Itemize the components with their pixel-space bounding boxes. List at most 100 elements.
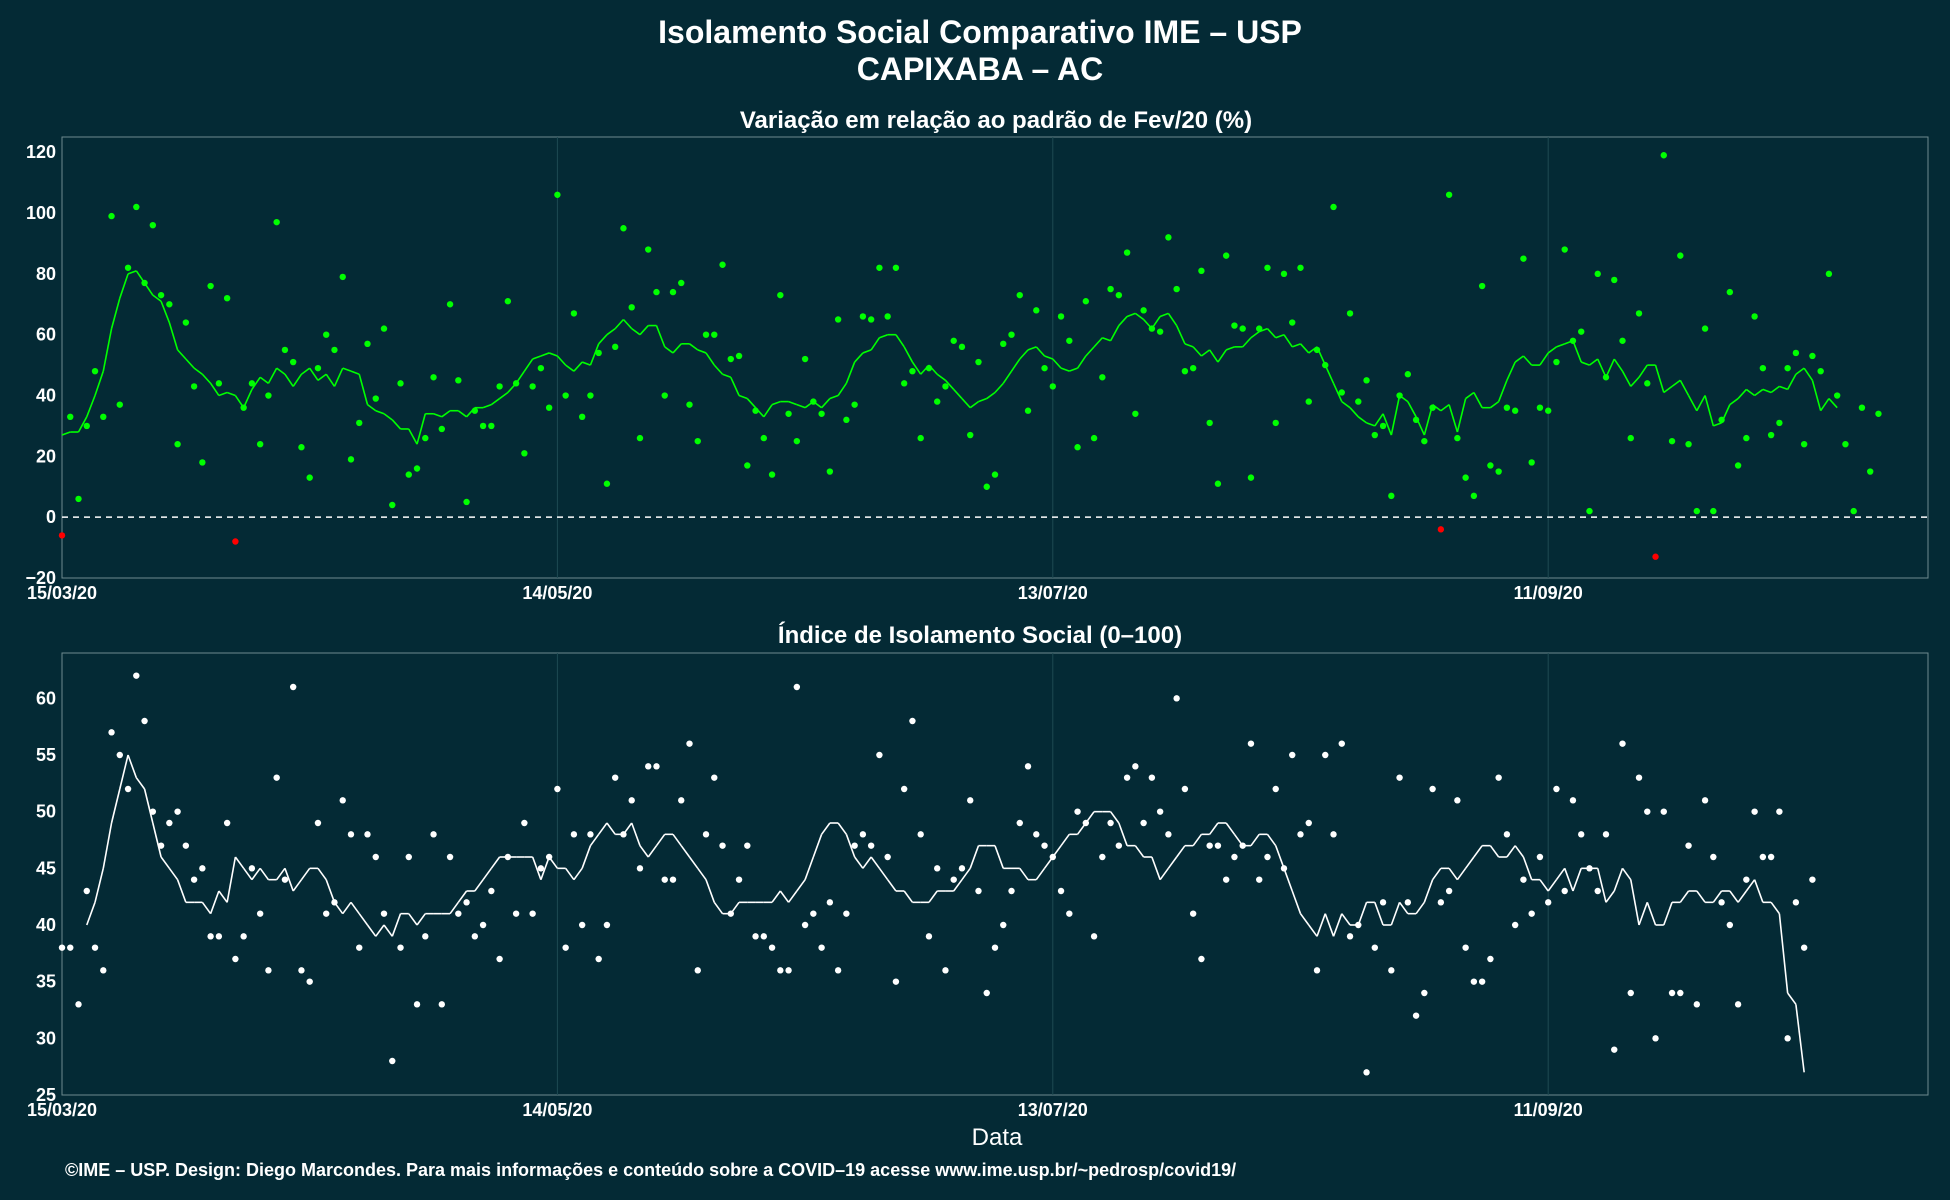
- rolling-mean-segment: [1803, 367, 1814, 381]
- data-point: [1272, 419, 1279, 427]
- data-point: [512, 380, 520, 387]
- rolling-mean-segment: [1109, 811, 1120, 824]
- data-point: [397, 944, 404, 951]
- rolling-mean-segment: [333, 367, 344, 387]
- data-point: [1206, 419, 1213, 427]
- rolling-mean-segment: [160, 856, 170, 869]
- data-point: [91, 367, 99, 375]
- rolling-mean-segment: [441, 410, 451, 418]
- rolling-mean-segment: [276, 867, 286, 881]
- data-point: [1668, 437, 1676, 445]
- rolling-mean-segment: [1002, 370, 1013, 384]
- data-point: [562, 392, 569, 399]
- data-point: [314, 364, 322, 372]
- rolling-mean-segment: [606, 327, 616, 336]
- rolling-mean-segment: [854, 352, 864, 363]
- data-point: [1652, 1035, 1659, 1042]
- rolling-mean-segment: [309, 367, 319, 381]
- data-point: [1412, 416, 1420, 424]
- x-tick-label: 15/03/20: [27, 583, 97, 603]
- main-title-line2: CAPIXABA – AC: [857, 51, 1104, 87]
- data-point: [372, 395, 379, 402]
- data-point: [223, 294, 231, 302]
- rolling-mean-segment: [655, 325, 666, 348]
- rolling-mean-segment: [1209, 822, 1219, 835]
- rolling-mean-segment: [994, 845, 1005, 869]
- rolling-mean-segment: [1324, 913, 1335, 937]
- data-point: [934, 398, 941, 405]
- data-point: [166, 301, 173, 308]
- rolling-mean-segment: [1407, 401, 1417, 418]
- data-point: [281, 346, 289, 354]
- rolling-mean-segment: [1250, 833, 1260, 847]
- rolling-mean-segment: [1324, 364, 1335, 384]
- rolling-mean-segment: [218, 391, 228, 397]
- data-point: [116, 751, 123, 759]
- data-point: [1693, 507, 1701, 515]
- rolling-mean-segment: [499, 391, 509, 400]
- rolling-mean-segment: [284, 373, 294, 387]
- data-point: [876, 751, 883, 759]
- data-point: [793, 683, 801, 691]
- data-point: [100, 967, 107, 974]
- rolling-mean-segment: [1390, 902, 1401, 926]
- data-point: [1734, 462, 1742, 469]
- rolling-mean-segment: [1242, 337, 1252, 348]
- data-point: [1825, 270, 1833, 278]
- rolling-mean-segment: [1671, 379, 1681, 388]
- rolling-mean-segment: [449, 901, 459, 915]
- data-point: [1322, 361, 1329, 369]
- data-point: [917, 831, 924, 838]
- data-point: [1099, 853, 1106, 861]
- data-point: [1214, 480, 1222, 487]
- rolling-mean-segment: [903, 346, 914, 363]
- rolling-mean-segment: [1266, 833, 1277, 847]
- data-point: [636, 434, 644, 442]
- data-point: [1586, 865, 1593, 872]
- rolling-mean-segment: [1555, 867, 1566, 881]
- data-point: [760, 434, 768, 442]
- data-point: [190, 383, 198, 390]
- data-point: [744, 462, 751, 469]
- rolling-mean-segment: [1415, 901, 1425, 915]
- data-point: [1627, 989, 1634, 997]
- data-point: [1842, 440, 1849, 448]
- rolling-mean-segment: [820, 822, 831, 835]
- data-point: [504, 298, 512, 305]
- rolling-mean-segment: [375, 924, 385, 937]
- data-point: [83, 422, 90, 430]
- rolling-mean-segment: [589, 833, 600, 847]
- rolling-mean-segment: [218, 890, 228, 903]
- data-point: [958, 865, 966, 872]
- rolling-mean-segment: [1654, 364, 1665, 393]
- rolling-mean-segment: [1308, 924, 1318, 937]
- data-point: [1685, 440, 1692, 448]
- data-point: [1338, 389, 1345, 396]
- data-point: [1858, 404, 1866, 411]
- data-point: [843, 416, 850, 424]
- rolling-mean-segment: [367, 403, 377, 412]
- data-point: [1404, 899, 1412, 906]
- rolling-mean-segment: [1192, 346, 1203, 357]
- data-point: [826, 899, 834, 906]
- rolling-mean-segment: [408, 428, 418, 445]
- rolling-mean-segment: [928, 890, 938, 903]
- data-point: [1412, 1012, 1420, 1019]
- data-point: [578, 921, 586, 929]
- rolling-mean-segment: [259, 376, 269, 384]
- data-point: [141, 717, 148, 725]
- data-point: [537, 364, 545, 372]
- data-point: [207, 282, 214, 290]
- data-point: [1503, 831, 1511, 838]
- rolling-mean-segment: [77, 416, 88, 433]
- data-point: [356, 944, 363, 951]
- data-point: [653, 763, 660, 770]
- data-point: [339, 273, 346, 281]
- data-point: [256, 910, 264, 917]
- rolling-mean-segment: [1737, 388, 1747, 400]
- rolling-mean-segment: [1572, 340, 1582, 363]
- rolling-mean-segment: [1629, 879, 1640, 926]
- data-point: [777, 967, 784, 974]
- data-point: [1619, 740, 1626, 747]
- y-tick-label: 30: [36, 1028, 56, 1048]
